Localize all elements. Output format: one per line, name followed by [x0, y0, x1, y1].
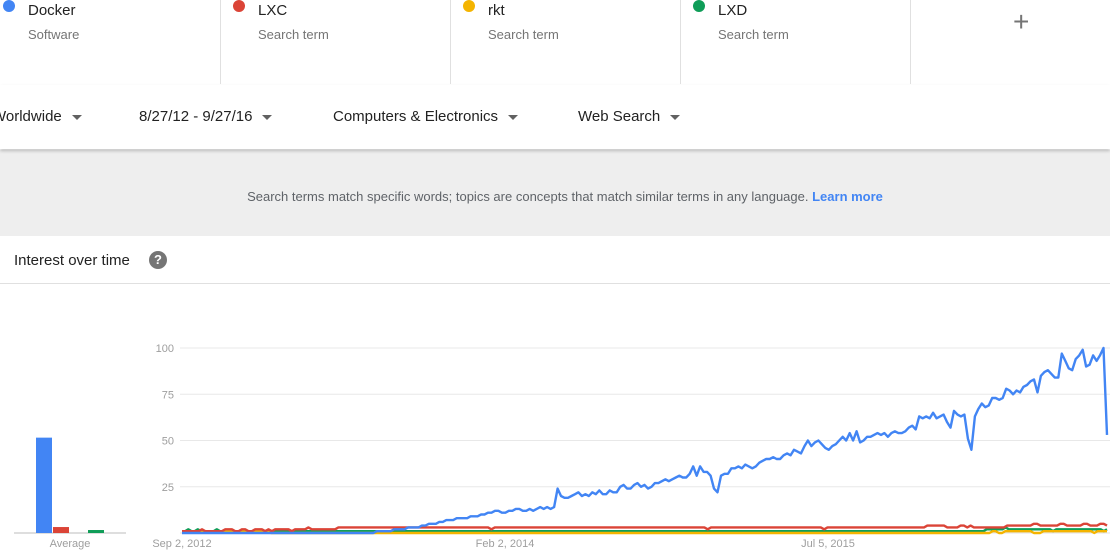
term-kind: Search term [258, 27, 329, 42]
average-bar-lxd [88, 530, 104, 533]
y-tick-label: 100 [156, 343, 174, 355]
date-range-dropdown[interactable]: 8/27/12 - 9/27/16 [139, 108, 273, 125]
learn-more-link[interactable]: Learn more [812, 189, 883, 204]
chevron-down-icon [71, 114, 82, 120]
chevron-down-icon [262, 114, 273, 120]
gridlines [180, 347, 1110, 534]
average-bars: Average [14, 437, 126, 550]
interest-chart: Average 25 50 75 100 Sep 2, 2012 Feb 2, 2014… [14, 343, 1110, 550]
divider [910, 0, 911, 84]
filters-bar: Worldwide 8/27/12 - 9/27/16 Computers & … [0, 85, 1110, 149]
help-icon[interactable]: ? [149, 251, 167, 269]
x-tick-label: Feb 2, 2014 [476, 538, 535, 550]
date-range-value: 8/27/12 - 9/27/16 [139, 108, 253, 125]
series-color-dot [463, 0, 475, 12]
search-terms-bar: Docker Software LXC Search term rkt Sear… [0, 0, 1110, 86]
term-name: rkt [488, 2, 505, 19]
card-title: Interest over time [14, 252, 130, 269]
term-card-lxc[interactable]: LXC Search term [233, 0, 463, 84]
y-tick-label: 50 [162, 436, 174, 448]
average-bar-docker [36, 437, 52, 533]
x-tick-label: Jul 5, 2015 [801, 538, 855, 550]
y-tick-label: 75 [162, 389, 174, 401]
category-value: Computers & Electronics [333, 108, 499, 125]
divider [680, 0, 681, 84]
region-value: Worldwide [0, 108, 62, 125]
term-name: LXD [718, 2, 748, 19]
series-line-docker [182, 346, 1109, 535]
series-line-lxc [182, 522, 1108, 533]
series-color-dot [233, 0, 245, 12]
region-dropdown[interactable]: Worldwide [0, 108, 82, 125]
notice-text-row: Search terms match specific words; topic… [0, 189, 1110, 204]
series-line-lxd [182, 526, 1108, 533]
term-kind: Search term [488, 27, 559, 42]
add-term-icon[interactable]: + [1013, 6, 1030, 37]
info-notice: Search terms match specific words; topic… [0, 150, 1110, 236]
divider [450, 0, 451, 84]
series-color-dot [693, 0, 705, 12]
term-name: Docker [28, 2, 76, 19]
term-card-docker[interactable]: Docker Software [3, 0, 233, 84]
x-axis-ticks: Sep 2, 2012 Feb 2, 2014 Jul 5, 2015 [152, 538, 855, 550]
term-name: LXC [258, 2, 288, 19]
chevron-down-icon [508, 114, 519, 120]
term-card-lxd[interactable]: LXD Search term [693, 0, 923, 84]
category-dropdown[interactable]: Computers & Electronics [333, 108, 519, 125]
term-card-rkt[interactable]: rkt Search term [463, 0, 693, 84]
average-bar-lxc [53, 527, 69, 533]
notice-text: Search terms match specific words; topic… [247, 189, 809, 204]
chart-card-header: Interest over time ? [0, 237, 1110, 284]
divider [220, 0, 221, 84]
series-lines [182, 346, 1109, 535]
average-label: Average [50, 538, 91, 550]
y-axis-ticks: 25 50 75 100 [156, 343, 174, 494]
search-type-value: Web Search [578, 108, 661, 125]
term-kind: Search term [718, 27, 789, 42]
series-color-dot [3, 0, 15, 12]
x-tick-label: Sep 2, 2012 [152, 538, 211, 550]
search-type-dropdown[interactable]: Web Search [578, 108, 681, 125]
y-tick-label: 25 [162, 482, 174, 494]
term-kind: Software [28, 27, 80, 42]
chevron-down-icon [670, 114, 681, 120]
